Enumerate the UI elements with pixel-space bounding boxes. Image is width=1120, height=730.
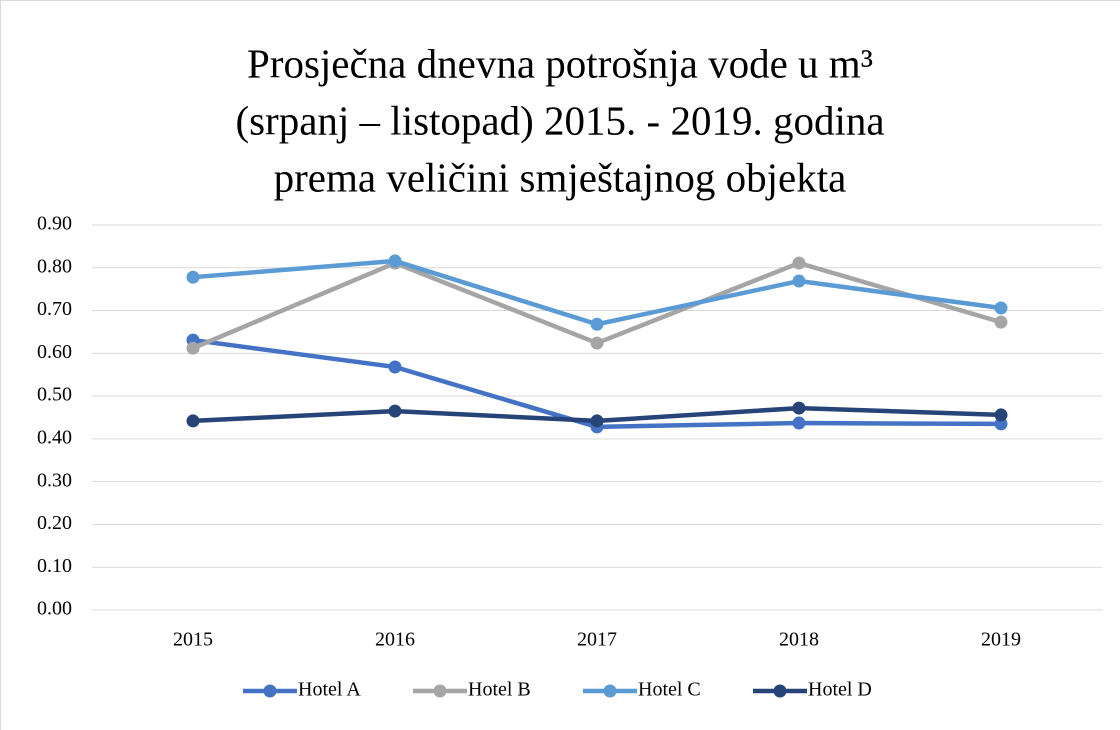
x-tick-label: 2017 bbox=[577, 629, 617, 651]
y-tick-label: 0.50 bbox=[37, 384, 72, 406]
point-marker bbox=[994, 315, 1008, 329]
y-tick-label: 0.30 bbox=[37, 469, 72, 491]
point-marker bbox=[792, 416, 806, 430]
y-tick-label: 0.40 bbox=[37, 426, 72, 448]
y-tick-label: 0.20 bbox=[37, 512, 72, 534]
x-tick-label: 2015 bbox=[173, 629, 213, 651]
legend-marker bbox=[773, 684, 787, 698]
legend-label: Hotel B bbox=[468, 679, 531, 701]
y-tick-label: 0.10 bbox=[37, 555, 72, 577]
x-tick-label: 2019 bbox=[981, 629, 1021, 651]
point-marker bbox=[388, 254, 402, 268]
point-marker bbox=[590, 336, 604, 350]
point-marker bbox=[994, 417, 1008, 431]
point-marker bbox=[388, 360, 402, 374]
x-tick-label: 2018 bbox=[779, 629, 819, 651]
point-marker bbox=[792, 274, 806, 288]
y-tick-label: 0.00 bbox=[37, 598, 72, 620]
legend-marker bbox=[263, 684, 277, 698]
x-tick-label: 2016 bbox=[375, 629, 415, 651]
chart-title: (srpanj – listopad) 2015. - 2019. godina bbox=[235, 97, 884, 143]
point-marker bbox=[994, 408, 1008, 422]
point-marker bbox=[994, 301, 1008, 315]
point-marker bbox=[388, 404, 402, 418]
point-marker bbox=[590, 414, 604, 428]
point-marker bbox=[792, 256, 806, 270]
point-marker bbox=[792, 401, 806, 415]
point-marker bbox=[186, 341, 200, 355]
legend-label: Hotel D bbox=[808, 679, 872, 701]
point-marker bbox=[590, 317, 604, 331]
chart-title: prema veličini smještajnog objekta bbox=[274, 154, 847, 200]
point-marker bbox=[186, 270, 200, 284]
legend-marker bbox=[603, 684, 617, 698]
legend-marker bbox=[433, 684, 447, 698]
point-marker bbox=[186, 414, 200, 428]
chart-title: Prosječna dnevna potrošnja vode u m³ bbox=[247, 40, 873, 86]
y-tick-label: 0.80 bbox=[37, 255, 72, 277]
legend-label: Hotel A bbox=[298, 679, 361, 701]
legend-label: Hotel C bbox=[638, 679, 701, 701]
y-tick-label: 0.60 bbox=[37, 341, 72, 363]
y-tick-label: 0.90 bbox=[37, 213, 72, 235]
y-tick-label: 0.70 bbox=[37, 298, 72, 320]
